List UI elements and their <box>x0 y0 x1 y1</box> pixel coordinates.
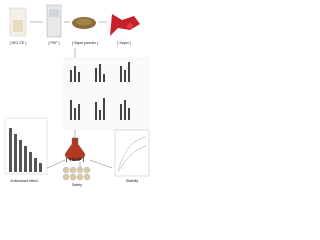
antioxidant-chart <box>4 117 48 175</box>
node-label: [ PEF ] <box>49 41 60 45</box>
node-label: Antioxidant effect <box>10 179 38 183</box>
page: {"nodes": [ {"label": "[ HEL-TE ]"}, {"l… <box>0 0 151 189</box>
node-label: Safety <box>72 183 82 187</box>
diagram: [ HEL-TE ] [ PEF ] [ Sapei powder ] [ Sa… <box>4 4 150 187</box>
pef-image <box>46 4 62 38</box>
stability-chart <box>114 129 150 177</box>
hel-te-image <box>9 7 27 37</box>
ygaf-flask <box>64 137 86 161</box>
sapei-image <box>110 14 140 36</box>
node-label: [ HEL-TE ] <box>10 41 27 45</box>
node-label: [ Sapei powder ] <box>72 41 98 45</box>
node-label: [ Sapei ] <box>117 41 130 45</box>
node-label: [ YGAF ] <box>66 157 85 162</box>
node-label: Stability <box>126 179 139 183</box>
sapei-powder-image <box>72 17 96 29</box>
result-charts <box>63 57 149 131</box>
safety-dishes <box>62 166 91 181</box>
